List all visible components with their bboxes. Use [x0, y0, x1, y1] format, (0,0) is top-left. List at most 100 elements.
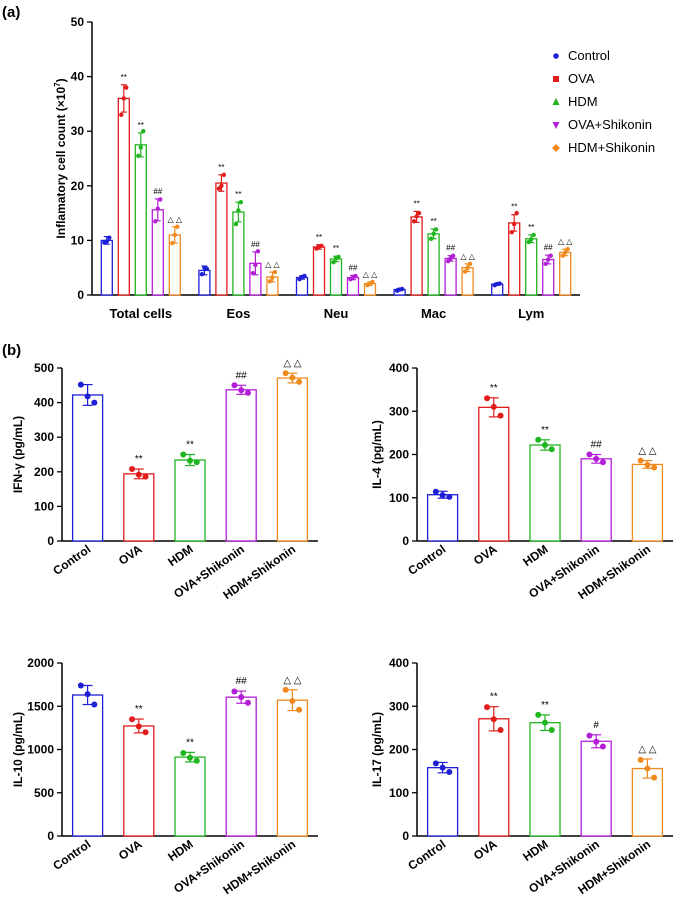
bar	[529, 722, 561, 837]
category-label: HDM	[520, 542, 550, 569]
data-point	[289, 698, 296, 705]
data-point	[231, 688, 238, 695]
category-label: Control	[50, 542, 93, 578]
data-point	[84, 393, 91, 400]
bar	[215, 182, 228, 296]
significance-label: ##	[349, 263, 358, 272]
y-tick-label: 0	[47, 829, 54, 843]
data-point	[91, 701, 98, 708]
significance-label: ##	[236, 676, 248, 687]
data-point	[77, 682, 84, 689]
data-point	[107, 235, 112, 240]
data-point	[155, 206, 160, 211]
significance-label: ##	[446, 244, 455, 253]
y-tick-label: 200	[34, 465, 54, 479]
data-point	[299, 274, 305, 280]
y-tick-label: 30	[71, 124, 85, 138]
data-point	[187, 457, 193, 464]
data-point	[512, 221, 517, 227]
data-point	[531, 232, 536, 238]
data-point	[484, 395, 491, 402]
significance-label: △ △	[460, 252, 475, 261]
bar	[71, 694, 104, 837]
data-point	[535, 436, 542, 443]
data-point	[448, 256, 453, 261]
data-point	[124, 85, 129, 90]
data-point	[142, 729, 149, 736]
bar	[525, 238, 538, 296]
data-point	[236, 208, 241, 213]
data-point	[91, 399, 98, 406]
panel-label-b: (b)	[2, 342, 21, 359]
data-point	[219, 183, 224, 188]
y-tick-label: 100	[389, 491, 409, 505]
y-tick-label: 10	[71, 233, 85, 247]
category-label: OVA	[116, 542, 145, 568]
data-point	[138, 145, 143, 150]
significance-label: **	[490, 692, 498, 703]
data-point	[104, 239, 110, 244]
y-axis-title: IL-17 (pg/mL)	[370, 712, 384, 787]
data-point	[180, 749, 187, 756]
data-point	[170, 240, 175, 246]
legend-label: HDM+Shikonin	[568, 140, 655, 155]
bar	[276, 699, 309, 837]
y-tick-label: 0	[402, 829, 409, 843]
data-point	[153, 219, 158, 224]
data-point	[180, 451, 187, 458]
y-tick-label: 1500	[27, 699, 54, 713]
bar	[631, 767, 664, 837]
bar	[559, 251, 572, 296]
data-point	[542, 441, 548, 448]
data-point	[490, 716, 497, 723]
bar	[174, 459, 206, 542]
data-point	[121, 96, 127, 101]
chart-il-10: 0 500 1000 1500 2000 IL-10 (pg/mL) Control ** OV…	[11, 656, 318, 897]
legend-marker	[553, 53, 559, 59]
data-point	[432, 760, 439, 767]
data-point	[411, 219, 417, 224]
data-point	[244, 389, 251, 396]
data-point	[141, 129, 146, 134]
significance-label: △ △	[638, 446, 656, 457]
data-point	[490, 403, 497, 410]
bar	[276, 377, 309, 542]
data-point	[535, 711, 542, 718]
data-point	[651, 464, 658, 471]
category-label: OVA	[471, 837, 500, 863]
y-tick-label: 0	[47, 534, 54, 548]
data-point	[509, 230, 514, 235]
bar	[426, 767, 459, 837]
significance-label: ##	[251, 240, 260, 249]
data-point	[548, 727, 555, 734]
y-tick-label: 1000	[27, 743, 54, 757]
significance-label: **	[218, 163, 224, 172]
category-label: Total cells	[109, 306, 172, 321]
category-label: Neu	[324, 306, 349, 321]
data-point	[187, 754, 193, 761]
category-label: Control	[50, 837, 93, 873]
data-point	[193, 757, 200, 764]
significance-label: **	[413, 199, 419, 208]
data-point	[465, 265, 470, 270]
y-axis-title-exponent: 7	[53, 82, 62, 87]
bar	[117, 97, 130, 296]
y-axis-title: IFN-γ (pg/mL)	[11, 416, 25, 493]
y-axis-title: IL-10 (pg/mL)	[11, 712, 25, 787]
bar	[580, 458, 612, 542]
bar	[100, 239, 113, 296]
data-point	[119, 112, 124, 118]
bar	[631, 463, 664, 542]
data-point	[439, 492, 446, 499]
legend-label: HDM	[568, 94, 598, 109]
legend-marker	[552, 122, 560, 129]
data-point	[431, 231, 436, 237]
data-point	[350, 275, 356, 280]
significance-label: **	[511, 203, 517, 212]
data-point	[244, 699, 251, 706]
data-point	[135, 471, 142, 478]
y-tick-label: 400	[389, 656, 409, 670]
data-point	[233, 221, 239, 227]
y-tick-label: 0	[402, 534, 409, 548]
data-point	[231, 382, 238, 389]
